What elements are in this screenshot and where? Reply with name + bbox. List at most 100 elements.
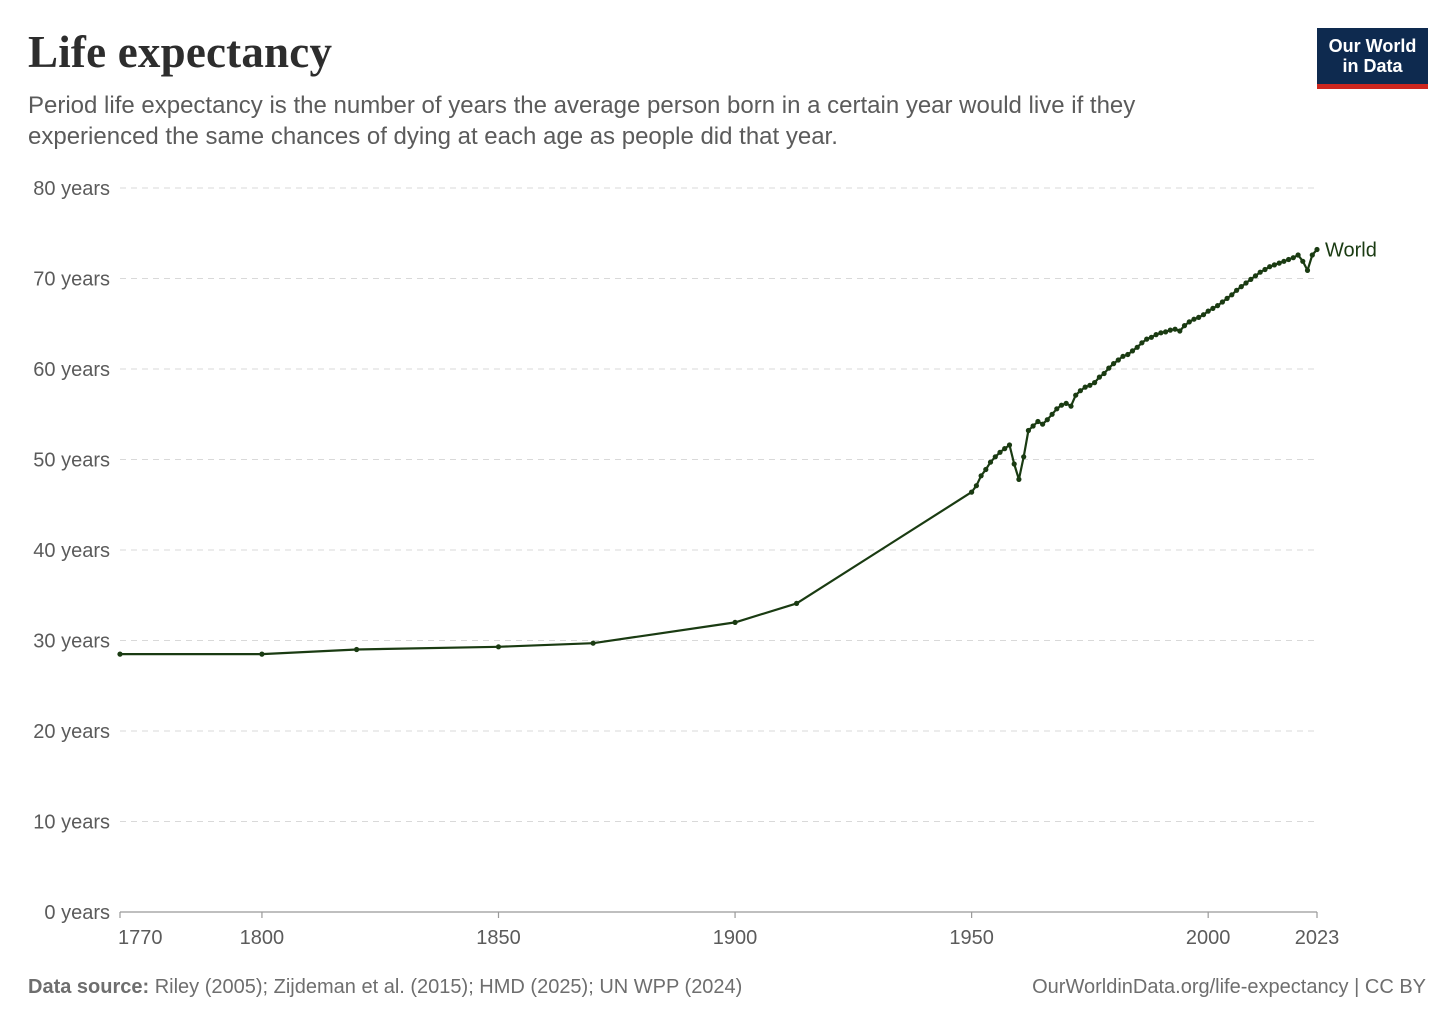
data-point[interactable] [1139,340,1145,346]
data-point[interactable] [1030,423,1036,429]
data-point[interactable] [1238,284,1244,290]
data-point[interactable] [1200,312,1207,318]
data-point[interactable] [1044,417,1050,423]
data-point[interactable] [1286,256,1292,263]
data-point[interactable] [1101,370,1107,377]
data-point[interactable] [1158,330,1164,336]
data-point[interactable] [1300,258,1306,264]
data-source-label: Data source: [28,976,150,998]
data-point[interactable] [1262,266,1268,273]
data-point[interactable] [983,466,989,473]
data-point[interactable] [1077,388,1083,394]
y-tick-label: 30 years [33,631,110,653]
data-point[interactable] [1215,303,1221,309]
data-point[interactable] [1063,400,1069,406]
y-tick-label: 60 years [33,359,110,381]
data-point[interactable] [259,651,265,657]
data-point[interactable] [1314,246,1320,253]
data-point[interactable] [1148,334,1154,340]
series-line-world[interactable] [120,248,1318,656]
y-tick-label: 10 years [33,812,110,834]
data-point[interactable] [1243,280,1249,286]
data-point[interactable] [354,646,360,653]
data-point[interactable] [969,489,975,495]
data-point[interactable] [1002,446,1008,452]
data-point[interactable] [1025,427,1031,434]
data-point[interactable] [590,640,596,646]
data-point[interactable] [1304,267,1311,273]
data-point[interactable] [1068,403,1074,409]
data-point[interactable] [732,619,738,626]
data-point[interactable] [1054,406,1060,412]
data-source: Data source: Riley (2005); Zijdeman et a… [28,976,742,999]
data-point[interactable] [1035,418,1041,425]
data-point[interactable] [1129,348,1136,354]
data-point[interactable] [1096,374,1102,380]
data-point[interactable] [1229,292,1235,298]
data-point[interactable] [495,644,502,650]
data-point[interactable] [1191,316,1197,322]
data-point[interactable] [1309,252,1315,258]
data-point[interactable] [1196,314,1202,320]
data-point[interactable] [1234,287,1240,293]
data-point[interactable] [1040,421,1046,427]
data-point[interactable] [1290,255,1296,261]
data-point[interactable] [992,454,998,460]
data-point[interactable] [1281,258,1287,264]
data-point[interactable] [1144,336,1150,342]
data-point[interactable] [1248,276,1254,282]
data-point[interactable] [1111,361,1117,367]
data-point[interactable] [997,449,1003,455]
data-point[interactable] [1295,252,1301,258]
series-label[interactable]: World [1325,240,1377,262]
source-url[interactable]: OurWorldinData.org/life-expectancy | CC … [1032,976,1426,998]
x-tick-label: 1900 [713,927,758,949]
data-point[interactable] [1172,326,1178,332]
data-point[interactable] [1177,328,1183,334]
data-point[interactable] [1082,384,1088,390]
data-point[interactable] [1167,327,1173,333]
data-point[interactable] [1092,380,1098,386]
y-tick-label: 50 years [33,450,110,472]
data-point[interactable] [1049,411,1055,417]
data-point[interactable] [1163,329,1169,335]
data-point[interactable] [1125,351,1131,358]
data-point[interactable] [1276,260,1282,266]
x-tick-label: 1950 [949,927,994,949]
data-point[interactable] [1271,262,1277,268]
data-point[interactable] [1205,308,1211,314]
data-point[interactable] [794,600,800,607]
data-point[interactable] [973,483,980,489]
data-point[interactable] [1153,332,1159,338]
data-point[interactable] [1219,299,1225,305]
data-point[interactable] [1120,353,1126,359]
y-tick-label: 20 years [33,721,110,743]
data-point[interactable] [1115,357,1121,363]
data-point[interactable] [1186,319,1192,325]
data-point[interactable] [1210,305,1216,311]
data-point[interactable] [1016,476,1022,482]
data-point[interactable] [1252,273,1259,279]
data-point[interactable] [1267,264,1273,270]
data-point[interactable] [1181,323,1188,329]
data-point[interactable] [1257,269,1263,275]
data-point[interactable] [1134,344,1140,350]
data-point[interactable] [1058,402,1065,408]
data-point[interactable] [1106,365,1112,371]
chart-title: Life expectancy [28,27,333,77]
logo-line-1: Our World [1328,36,1417,56]
data-point[interactable] [1087,382,1093,388]
data-point[interactable] [117,651,123,657]
data-point[interactable] [1073,392,1079,398]
y-tick-label: 80 years [33,178,110,200]
data-point[interactable] [1224,295,1230,301]
data-point[interactable] [1006,442,1013,448]
series-world[interactable]: World [117,240,1377,657]
data-point[interactable] [987,459,994,465]
data-point[interactable] [1021,454,1027,460]
data-point[interactable] [978,473,984,479]
data-point[interactable] [1011,461,1017,467]
owid-logo[interactable]: Our World in Data [1317,28,1428,89]
x-tick-label: 2000 [1186,927,1231,949]
y-axis-ticks: 0 years 10 years 20 years 30 years 40 years 5… [33,178,110,924]
